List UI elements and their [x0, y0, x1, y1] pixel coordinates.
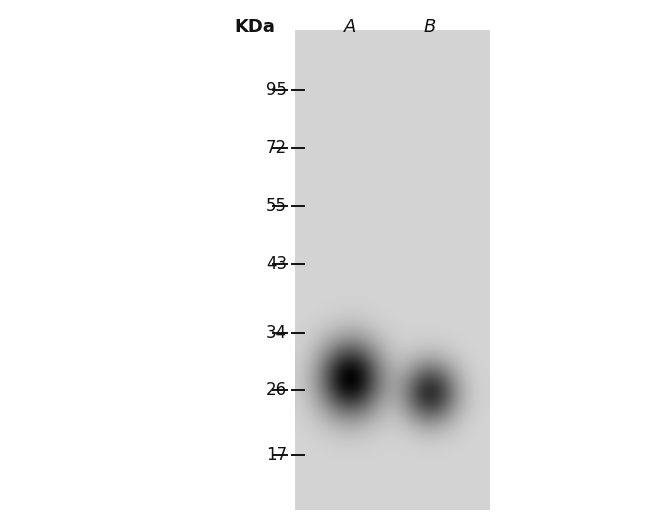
Text: A: A	[344, 18, 356, 36]
Text: KDa: KDa	[235, 18, 276, 36]
Text: 95: 95	[266, 81, 287, 99]
Text: 26: 26	[266, 381, 287, 399]
Text: 55: 55	[266, 197, 287, 215]
Text: 43: 43	[266, 255, 287, 273]
Text: 34: 34	[266, 324, 287, 342]
Text: 17: 17	[266, 446, 287, 464]
Text: 72: 72	[266, 139, 287, 157]
Bar	[295, 30, 490, 510]
Text: B: B	[424, 18, 436, 36]
